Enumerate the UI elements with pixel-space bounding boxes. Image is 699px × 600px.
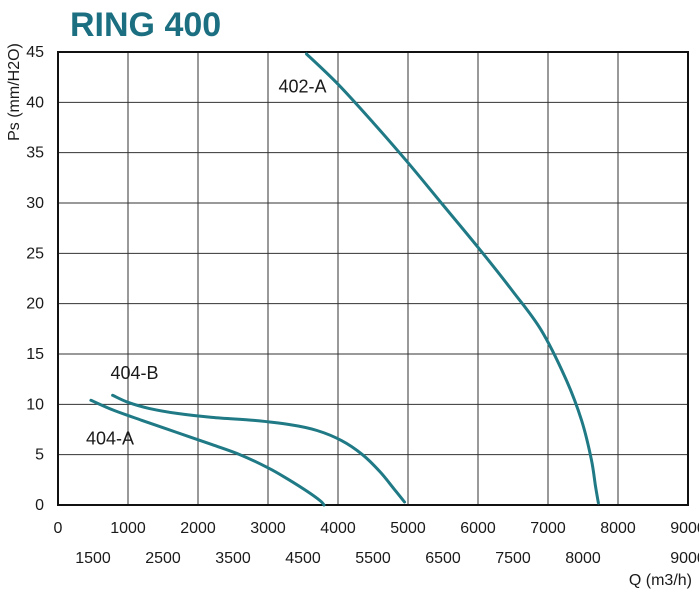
y-tick-label: 30 bbox=[26, 195, 44, 212]
y-tick-label: 10 bbox=[26, 396, 44, 413]
x-axis-ticks-top: 0 1000 2000 3000 4000 5000 6000 7000 8000 9000 bbox=[54, 520, 699, 537]
chart-title: RING 400 bbox=[70, 6, 221, 44]
y-tick-label: 15 bbox=[26, 346, 44, 363]
x-axis-ticks-bottom: 1500 2500 3500 4500 5500 6500 7500 8000 9000 bbox=[75, 550, 699, 567]
y-tick-label: 5 bbox=[35, 447, 44, 464]
x-tick-label-bottom: 8000 bbox=[565, 550, 601, 567]
x-tick-label-bottom: 7500 bbox=[495, 550, 531, 567]
y-tick-label: 45 bbox=[26, 44, 44, 61]
x-tick-label-top: 5000 bbox=[390, 520, 426, 537]
series-line-404-a bbox=[89, 398, 326, 507]
x-tick-label-top: 8000 bbox=[600, 520, 636, 537]
x-tick-label-bottom: 3500 bbox=[215, 550, 251, 567]
series-labels: 402-A 404-B 404-A bbox=[86, 76, 327, 448]
x-tick-label-bottom: 9000 bbox=[670, 550, 699, 567]
x-tick-label-bottom: 6500 bbox=[425, 550, 461, 567]
y-tick-label: 20 bbox=[26, 296, 44, 313]
x-tick-label-top: 4000 bbox=[320, 520, 356, 537]
curves bbox=[89, 52, 600, 507]
x-tick-label-top: 3000 bbox=[250, 520, 286, 537]
series-line-404-b bbox=[111, 393, 406, 504]
y-tick-label: 0 bbox=[35, 497, 44, 514]
plot-frame bbox=[57, 51, 689, 506]
x-tick-label-bottom: 5500 bbox=[355, 550, 391, 567]
x-tick-label-bottom: 1500 bbox=[75, 550, 111, 567]
series-label-404-a: 404-A bbox=[86, 429, 134, 449]
series-line-402-a bbox=[305, 52, 600, 505]
x-tick-label-top: 9000 bbox=[670, 520, 699, 537]
y-tick-label: 35 bbox=[26, 145, 44, 162]
y-axis-ticks: 0 5 10 15 20 25 30 35 40 45 bbox=[26, 44, 44, 514]
y-tick-label: 25 bbox=[26, 245, 44, 262]
series-label-402-a: 402-A bbox=[279, 76, 327, 96]
x-tick-label-top: 1000 bbox=[110, 520, 146, 537]
series-label-404-b: 404-B bbox=[111, 363, 159, 383]
x-tick-label-bottom: 4500 bbox=[285, 550, 321, 567]
x-tick-label-top: 2000 bbox=[180, 520, 216, 537]
x-tick-label-top: 6000 bbox=[460, 520, 496, 537]
x-axis-label: Q (m3/h) bbox=[629, 572, 692, 589]
x-tick-label-top: 0 bbox=[54, 520, 63, 537]
x-tick-label-top: 7000 bbox=[530, 520, 566, 537]
x-tick-label-bottom: 2500 bbox=[145, 550, 181, 567]
grid bbox=[57, 51, 689, 506]
y-tick-label: 40 bbox=[26, 94, 44, 111]
y-axis-label: Ps (mm/H2O) bbox=[6, 43, 23, 141]
